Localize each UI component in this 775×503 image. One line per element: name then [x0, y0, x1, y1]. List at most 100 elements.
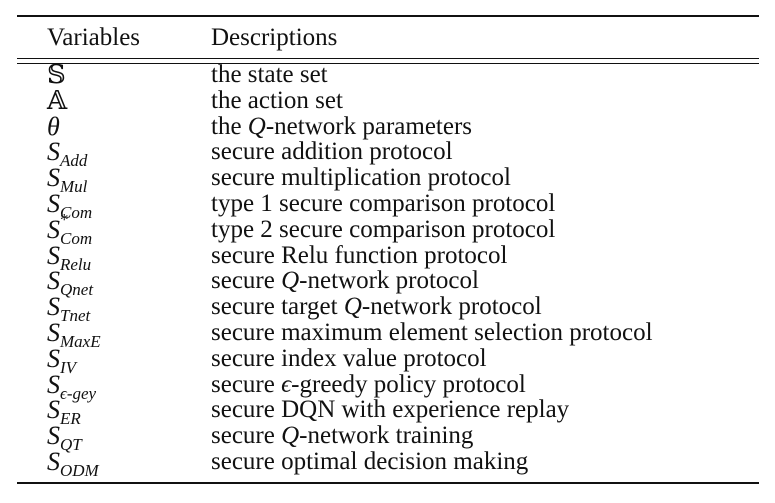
header-descriptions: Descriptions	[211, 24, 338, 51]
table-row: SAdd secure addition protocol	[0, 137, 775, 169]
table-row: SODM secure optimal decision making	[0, 446, 775, 478]
symbol-base: S	[47, 446, 60, 476]
symbol-subscript: Com	[60, 228, 93, 248]
variable-description: secure Relu function protocol	[211, 241, 508, 269]
variable-description: the action set	[211, 86, 343, 114]
variable-symbol: SMaxE	[47, 317, 101, 349]
table-row: SER secure DQN with experience replay	[0, 395, 775, 427]
symbol-subscript: IV	[60, 357, 77, 377]
description-text: secure DQN with experience replay	[211, 396, 570, 424]
description-text: the	[211, 112, 248, 140]
description-text: secure addition protocol	[211, 138, 453, 166]
description-text: secure	[211, 267, 282, 295]
variable-description: secure target Q-network protocol	[211, 294, 542, 320]
table-row: STnet secure target Q-network protocol	[0, 292, 775, 324]
variable-symbol: 𝔸	[47, 85, 68, 115]
symbol-base: S	[47, 369, 60, 399]
header-variables: Variables	[47, 24, 141, 51]
symbol-base: 𝕊	[47, 60, 66, 89]
description-math: Q	[247, 112, 266, 140]
variable-symbol: θ	[47, 111, 60, 141]
variable-description: type 1 secure comparison protocol	[211, 189, 556, 217]
description-text-tail: -network protocol	[361, 293, 542, 321]
variable-description: secure maximum element selection protoco…	[211, 318, 653, 346]
variable-description: secure optimal decision making	[211, 447, 529, 475]
symbol-base: S	[47, 395, 60, 425]
description-math: ϵ	[281, 370, 292, 398]
description-text: type 1 secure comparison protocol	[211, 189, 556, 217]
symbol-base: θ	[47, 111, 60, 141]
symbol-subscript: ϵ-gey	[60, 383, 97, 403]
table-top-rule	[17, 15, 759, 17]
variable-symbol: SQT	[47, 421, 82, 453]
symbol-base: S	[47, 317, 60, 347]
symbol-superscript: *	[60, 209, 69, 229]
variable-description: the Q-network parameters	[211, 112, 473, 140]
symbol-base: S	[47, 163, 60, 193]
symbol-base: S	[47, 343, 60, 373]
description-text: secure	[211, 422, 282, 450]
variable-description: secure DQN with experience replay	[211, 397, 569, 423]
variable-symbol: S * Com	[47, 210, 120, 248]
variable-symbol: 𝕊	[47, 62, 66, 88]
table-row: SRelu secure Relu function protocol	[0, 240, 775, 272]
symbol-subscript: Tnet	[60, 306, 91, 326]
symbol-subscript: QT	[60, 435, 82, 455]
symbol-base: S	[47, 240, 60, 270]
variable-description: type 2 secure comparison protocol	[211, 215, 556, 243]
description-math: Q	[281, 422, 300, 450]
variable-description: secure ϵ-greedy policy protocol	[211, 370, 526, 398]
variable-symbol: SER	[47, 395, 81, 427]
symbol-subscript: ER	[60, 409, 81, 429]
table-row: SCom type 1 secure comparison protocol	[0, 188, 775, 220]
variable-symbol: SRelu	[47, 240, 91, 272]
symbol-base: S	[47, 137, 60, 167]
symbol-base: S	[47, 266, 60, 296]
description-text: type 2 secure comparison protocol	[211, 215, 556, 243]
table-row: SQT secure Q-network training	[0, 421, 775, 453]
variable-description: secure multiplication protocol	[211, 165, 511, 191]
variable-description: secure Q-network training	[211, 423, 473, 449]
description-text-tail: -network protocol	[299, 267, 479, 295]
description-text: secure target	[211, 293, 344, 321]
description-text-tail: -network training	[299, 422, 474, 450]
variable-description: the state set	[211, 62, 328, 88]
symbol-base: S	[47, 292, 60, 322]
symbol-base: S	[47, 421, 60, 451]
table-row: SMaxE secure maximum element selection pr…	[0, 317, 775, 349]
table-row: θ the Q-network parameters	[0, 111, 775, 141]
variable-symbol: SODM	[47, 446, 99, 478]
description-text: secure multiplication protocol	[211, 164, 511, 192]
symbol-base: 𝔸	[47, 85, 68, 115]
variable-symbol: SCom	[47, 188, 92, 220]
symbol-subscript: MaxE	[60, 331, 101, 351]
description-text: secure	[211, 370, 282, 398]
variable-description: secure addition protocol	[211, 139, 453, 165]
description-text: secure maximum element selection protoco…	[211, 318, 653, 346]
table-row: SQnet secure Q-network protocol	[0, 266, 775, 298]
description-text: secure index value protocol	[211, 344, 487, 372]
variable-symbol: SIV	[47, 343, 76, 375]
header-rule-1	[17, 58, 759, 59]
table-bottom-rule	[17, 482, 759, 484]
description-text: secure optimal decision making	[211, 447, 529, 475]
header-rule-2	[17, 63, 759, 64]
variable-symbol: SQnet	[47, 266, 93, 298]
symbol-subscript: Add	[60, 151, 88, 171]
table-row: Sϵ-gey secure ϵ-greedy policy protocol	[0, 369, 775, 401]
symbol-subscript: Relu	[60, 254, 92, 274]
description-text: the action set	[211, 86, 343, 114]
description-text-tail: -greedy policy protocol	[291, 370, 526, 398]
description-text: secure Relu function protocol	[211, 241, 508, 269]
symbol-base: S	[47, 214, 60, 244]
variable-description: secure index value protocol	[211, 344, 487, 372]
variable-symbol: STnet	[47, 292, 90, 324]
description-text-tail: -network parameters	[265, 112, 473, 140]
variable-symbol: Sϵ-gey	[47, 369, 96, 401]
table-row: S * Com type 2 secure comparison protocol	[0, 210, 775, 248]
symbol-base: S	[47, 188, 60, 218]
table-row: SIV secure index value protocol	[0, 343, 775, 375]
